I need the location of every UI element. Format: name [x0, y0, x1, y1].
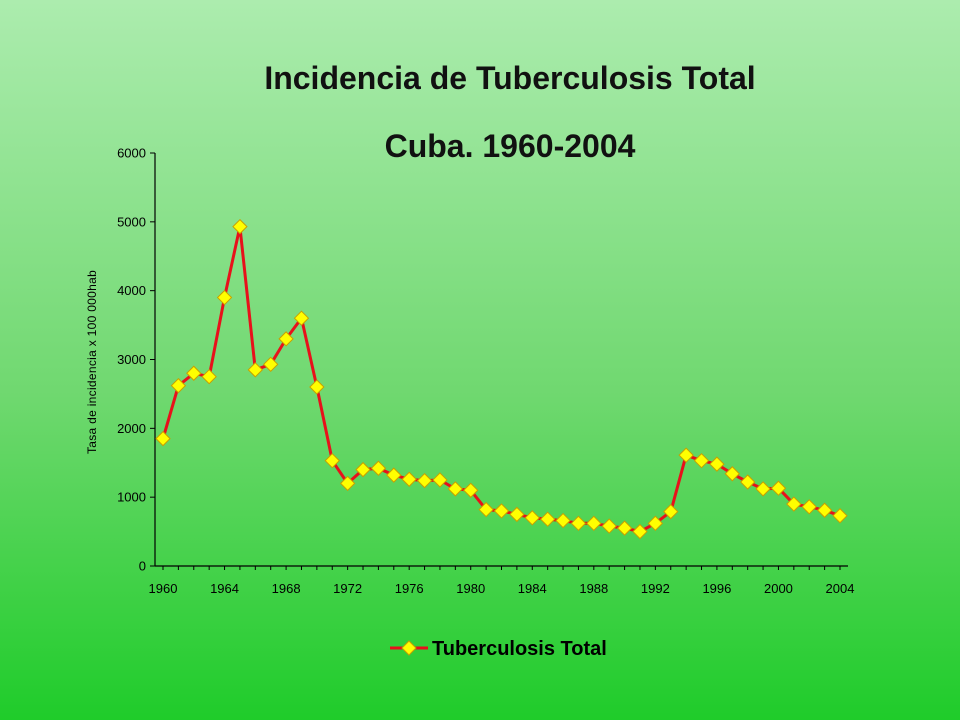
- data-point: [324, 452, 340, 469]
- y-tick-label: 5000: [117, 214, 146, 229]
- data-point: [663, 503, 679, 520]
- x-tick-label: 1980: [456, 581, 485, 596]
- x-tick-label: 1960: [149, 581, 178, 596]
- data-point: [509, 506, 525, 523]
- y-tick-label: 4000: [117, 283, 146, 298]
- x-tick-label: 2004: [826, 581, 855, 596]
- data-point: [201, 369, 217, 385]
- data-point: [709, 456, 725, 472]
- data-point: [555, 512, 571, 529]
- data-point: [232, 218, 248, 235]
- series-line: [161, 225, 841, 534]
- x-tick-label: 1964: [210, 581, 239, 596]
- y-axis-label: Tasa de incidencia x 100 000hab: [85, 270, 99, 454]
- chart-legend: Tuberculosis Total: [390, 638, 607, 660]
- data-point: [186, 365, 202, 381]
- data-point: [601, 518, 617, 534]
- y-tick-label: 2000: [117, 421, 146, 436]
- data-point: [386, 467, 402, 483]
- y-tick-label: 6000: [117, 146, 146, 161]
- data-point: [463, 482, 479, 498]
- legend-label: Tuberculosis Total: [432, 638, 607, 660]
- data-point: [586, 515, 602, 532]
- data-point: [616, 520, 633, 536]
- data-point: [755, 481, 771, 497]
- data-point: [832, 508, 848, 524]
- data-point: [447, 481, 464, 497]
- data-point: [786, 496, 802, 512]
- x-tick-label: 1976: [395, 581, 424, 596]
- data-point: [770, 480, 787, 496]
- chart-title: Incidencia de Tuberculosis Total: [264, 60, 756, 96]
- data-point: [693, 452, 710, 469]
- data-point: [801, 499, 817, 515]
- data-point: [262, 356, 279, 373]
- data-point: [170, 377, 187, 394]
- data-point: [401, 471, 417, 487]
- data-point: [816, 502, 833, 518]
- data-point: [339, 475, 356, 492]
- data-point: [247, 362, 264, 378]
- chart-subtitle: Cuba. 1960-2004: [384, 128, 636, 164]
- data-point: [678, 447, 694, 463]
- x-tick-label: 2000: [764, 581, 793, 596]
- x-tick-label: 1972: [333, 581, 362, 596]
- legend-marker-swatch: [401, 640, 417, 656]
- x-tick-label: 1988: [579, 581, 608, 596]
- y-tick-label: 3000: [117, 352, 146, 367]
- data-point: [493, 503, 510, 519]
- data-point: [432, 472, 448, 488]
- x-tick-label: 1992: [641, 581, 670, 596]
- data-point: [632, 523, 648, 540]
- data-point: [739, 474, 756, 490]
- data-point: [293, 310, 310, 326]
- x-tick-label: 1984: [518, 581, 547, 596]
- x-tick-label: 1996: [702, 581, 731, 596]
- data-point: [478, 501, 494, 518]
- data-point: [524, 510, 540, 526]
- data-point: [355, 461, 371, 478]
- series-line-group: [161, 225, 841, 534]
- data-point: [309, 379, 325, 395]
- data-point: [278, 331, 294, 347]
- y-tick-label: 0: [139, 559, 146, 574]
- data-point: [647, 515, 664, 532]
- series-markers-group: [155, 218, 848, 540]
- y-tick-label: 1000: [117, 490, 146, 505]
- data-point: [216, 289, 233, 306]
- data-point: [570, 515, 587, 532]
- data-point: [539, 511, 556, 527]
- x-tick-label: 1968: [272, 581, 301, 596]
- data-point: [155, 430, 171, 447]
- data-point: [724, 466, 741, 482]
- data-point: [370, 460, 387, 476]
- chart-axes: 0 1000 2000 3000 4000 5000 6000 1960 1964 1968 197…: [117, 146, 854, 597]
- data-point: [416, 472, 433, 489]
